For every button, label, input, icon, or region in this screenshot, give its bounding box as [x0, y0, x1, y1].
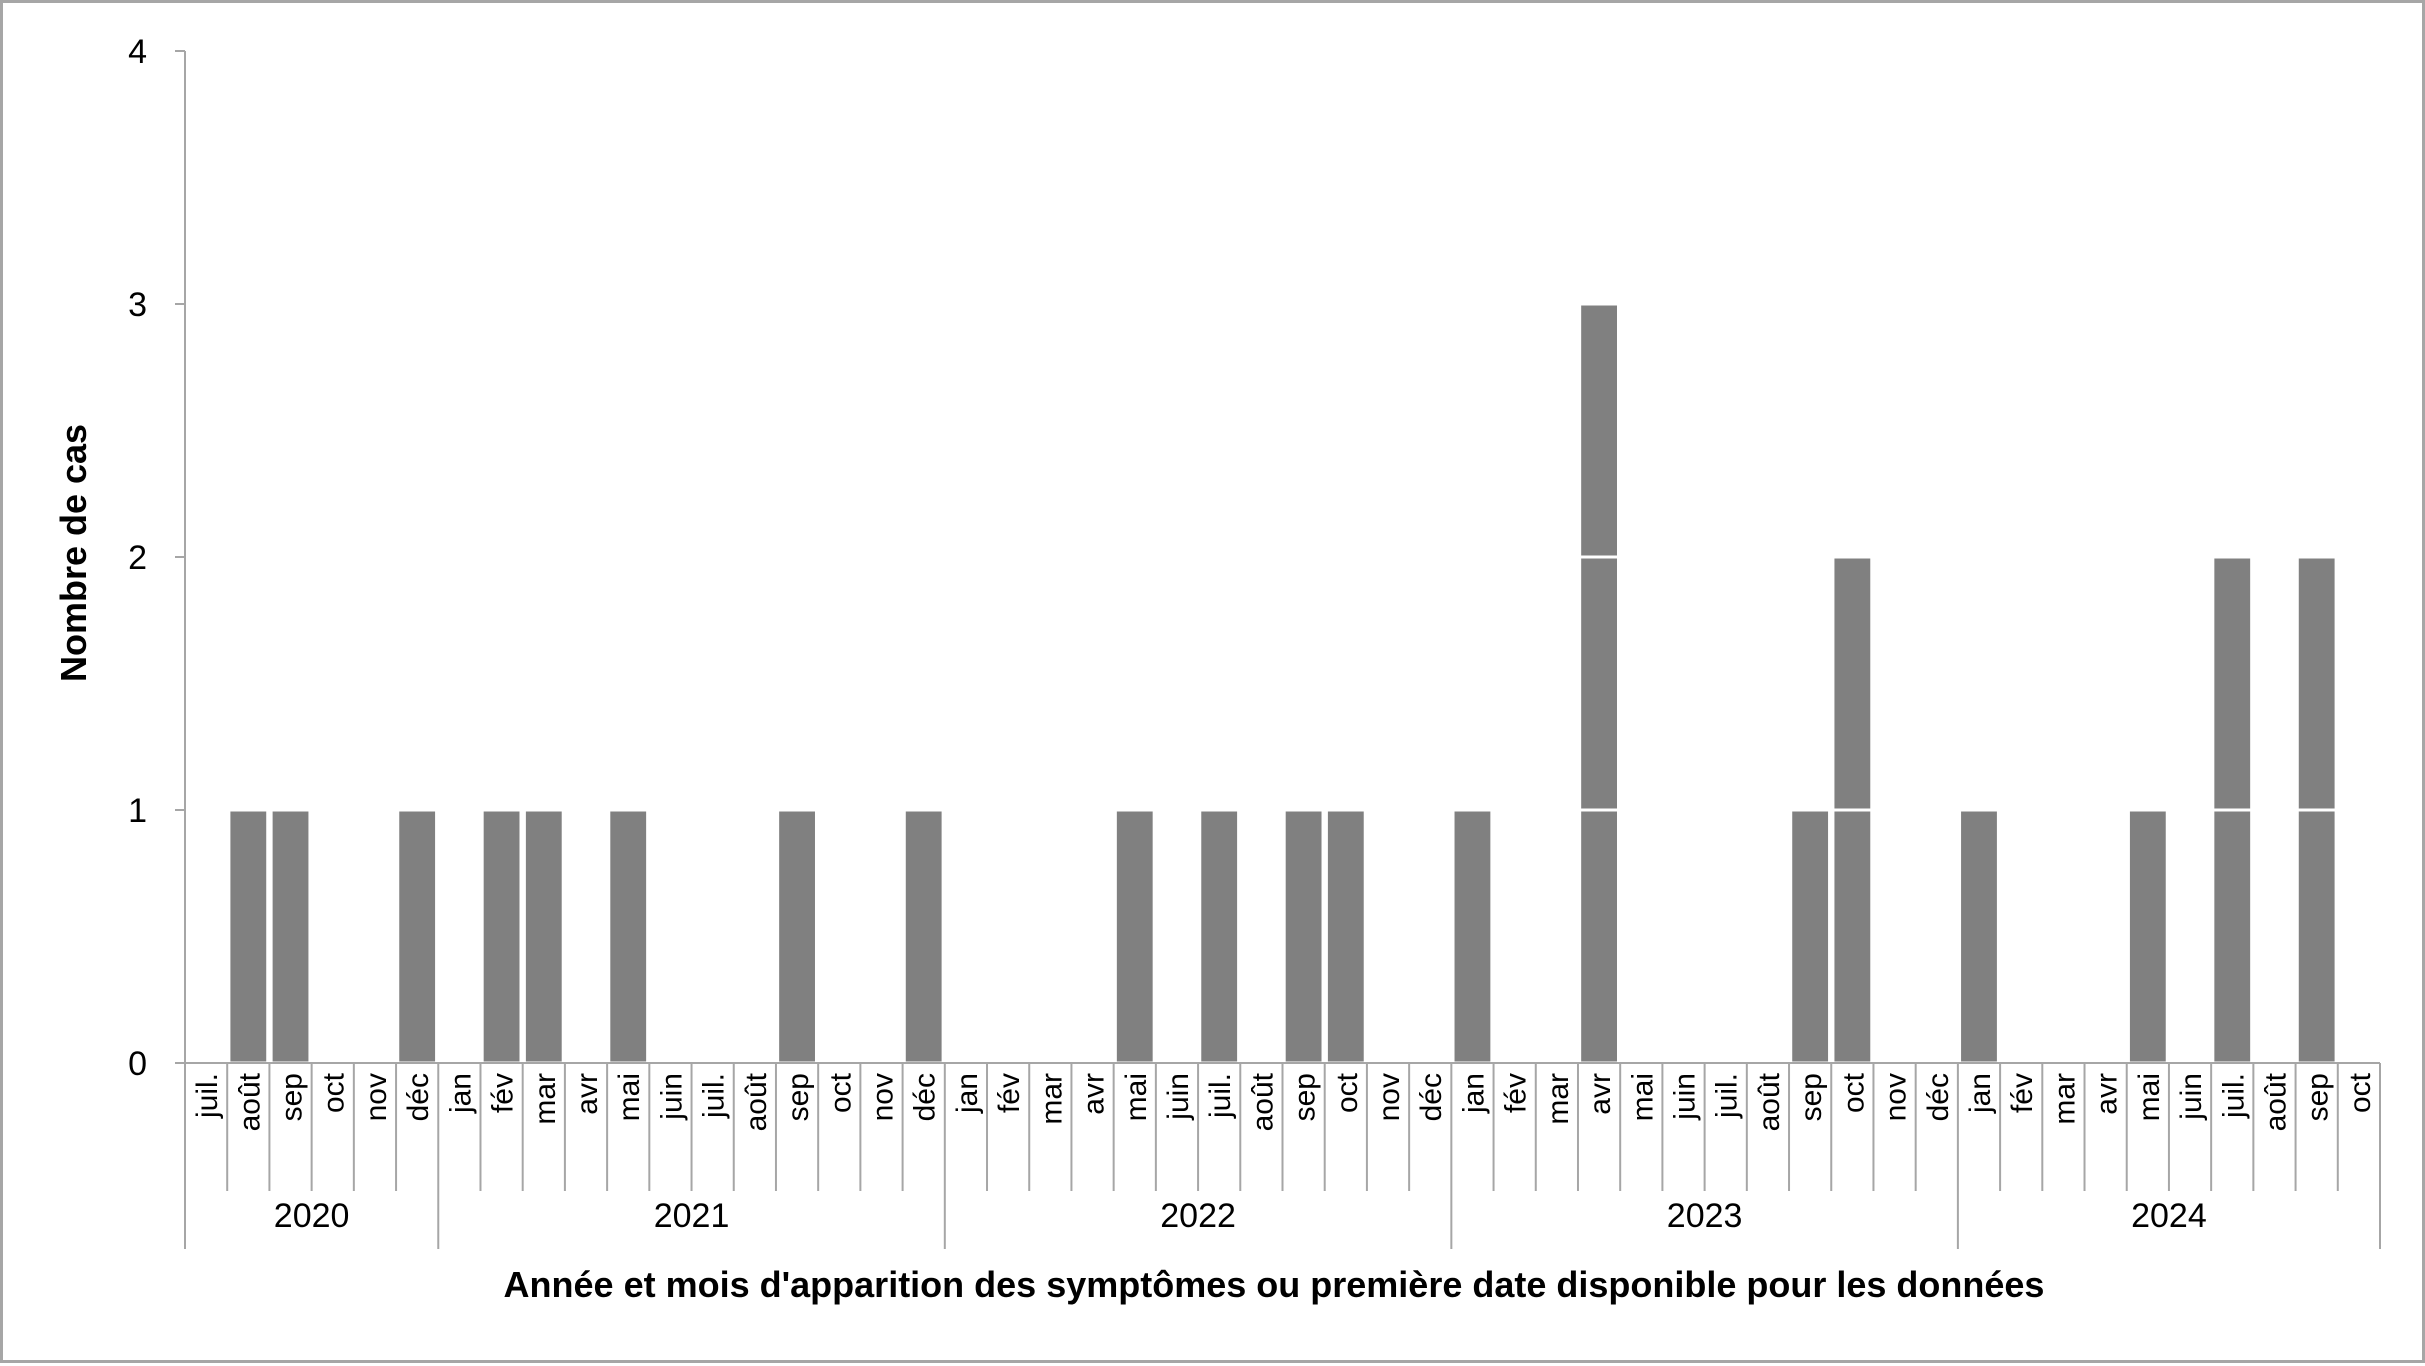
month-label: fév [993, 1073, 1026, 1113]
month-label: juil. [698, 1073, 731, 1119]
bar-2024-sep-unit-1 [2295, 808, 2338, 1065]
y-tick-label: 0 [128, 1045, 147, 1083]
bar-2024-mai-unit-1 [2126, 808, 2169, 1065]
y-axis-title: Nombre de cas [53, 424, 94, 682]
bar-2022-sep-unit-1 [1282, 808, 1325, 1065]
month-label: juil. [1711, 1073, 1744, 1119]
bar-2023-avr-unit-3 [1578, 302, 1621, 559]
month-label: juil. [2217, 1073, 2250, 1119]
year-label: 2020 [274, 1197, 350, 1235]
month-label: juil. [1204, 1073, 1237, 1119]
axes-layer [175, 50, 2381, 1249]
month-label: mai [1120, 1073, 1153, 1121]
month-label: mai [613, 1073, 646, 1121]
month-label: sep [1795, 1073, 1828, 1121]
month-label: août [233, 1072, 266, 1131]
bars-layer [227, 302, 2338, 1065]
month-label: mar [1035, 1073, 1068, 1125]
month-label: nov [866, 1073, 899, 1121]
bar-2023-avr-unit-2 [1578, 555, 1621, 812]
month-label: juil. [191, 1073, 224, 1119]
month-label: juin [1669, 1073, 1702, 1121]
month-label: août [1246, 1072, 1279, 1131]
month-label: mar [1542, 1073, 1575, 1125]
month-label: déc [1415, 1073, 1448, 1121]
year-label: 2022 [1160, 1197, 1236, 1235]
bar-2024-juil.-unit-2 [2211, 555, 2254, 812]
month-label: déc [402, 1073, 435, 1121]
month-label: oct [2344, 1072, 2377, 1113]
bar-2023-avr-unit-1 [1578, 808, 1621, 1065]
bar-2024-juil.-unit-1 [2211, 808, 2254, 1065]
bar-2022-mai-unit-1 [1113, 808, 1156, 1065]
month-label: sep [276, 1073, 309, 1121]
month-label: déc [1922, 1073, 1955, 1121]
month-label: mar [2048, 1073, 2081, 1125]
month-label: fév [1500, 1073, 1533, 1113]
bar-2021-mar-unit-1 [522, 808, 565, 1065]
bar-2021-mai-unit-1 [607, 808, 650, 1065]
month-label: jan [951, 1073, 984, 1114]
bar-2020-sep-unit-1 [269, 808, 312, 1065]
y-tick-label: 1 [128, 792, 147, 830]
month-label: mai [2133, 1073, 2166, 1121]
month-label: avr [2091, 1073, 2124, 1115]
year-label: 2023 [1667, 1197, 1743, 1235]
bar-2022-juil.-unit-1 [1198, 808, 1241, 1065]
month-label: sep [782, 1073, 815, 1121]
bar-2020-déc-unit-1 [396, 808, 439, 1065]
y-tick-label: 3 [128, 286, 147, 324]
month-label: avr [1078, 1073, 1111, 1115]
month-label: juin [1162, 1073, 1195, 1121]
month-label: jan [1457, 1073, 1490, 1114]
bar-2023-sep-unit-1 [1789, 808, 1832, 1065]
month-label: sep [1289, 1073, 1322, 1121]
bar-2021-sep-unit-1 [776, 808, 818, 1065]
bar-2024-jan-unit-1 [1958, 808, 2000, 1065]
year-label: 2024 [2131, 1197, 2207, 1235]
bar-2023-oct-unit-1 [1831, 808, 1874, 1065]
month-label: oct [824, 1072, 857, 1113]
x-axis-title: Année et mois d'apparition des symptômes… [504, 1264, 2045, 1305]
month-label: avr [571, 1073, 604, 1115]
bar-2022-oct-unit-1 [1324, 808, 1367, 1065]
bar-2020-août-unit-1 [227, 808, 270, 1065]
month-label: jan [1964, 1073, 1997, 1114]
year-label: 2021 [654, 1197, 730, 1235]
month-label: juin [655, 1073, 688, 1121]
bar-2023-oct-unit-2 [1831, 555, 1874, 812]
month-label: fév [487, 1073, 520, 1113]
month-label: déc [909, 1073, 942, 1121]
month-label: nov [1373, 1073, 1406, 1121]
month-label: sep [2302, 1073, 2335, 1121]
month-label: oct [1837, 1072, 1870, 1113]
month-label: août [2259, 1072, 2292, 1131]
month-label: juin [2175, 1073, 2208, 1121]
bar-2023-jan-unit-1 [1451, 808, 1494, 1065]
month-label: août [740, 1072, 773, 1131]
month-label: oct [318, 1072, 351, 1113]
month-label: mai [1626, 1073, 1659, 1121]
month-label: nov [1880, 1073, 1913, 1121]
y-tick-label: 4 [128, 33, 147, 71]
bar-2024-sep-unit-2 [2295, 555, 2338, 812]
y-tick-label: 2 [128, 539, 147, 577]
month-label: avr [1584, 1073, 1617, 1115]
month-label: mar [529, 1073, 562, 1125]
month-label: jan [444, 1073, 477, 1114]
bar-2021-déc-unit-1 [902, 808, 945, 1065]
month-label: oct [1331, 1072, 1364, 1113]
month-label: nov [360, 1073, 393, 1121]
month-label: août [1753, 1072, 1786, 1131]
bar-2021-fév-unit-1 [480, 808, 523, 1065]
month-label: fév [2006, 1073, 2039, 1113]
